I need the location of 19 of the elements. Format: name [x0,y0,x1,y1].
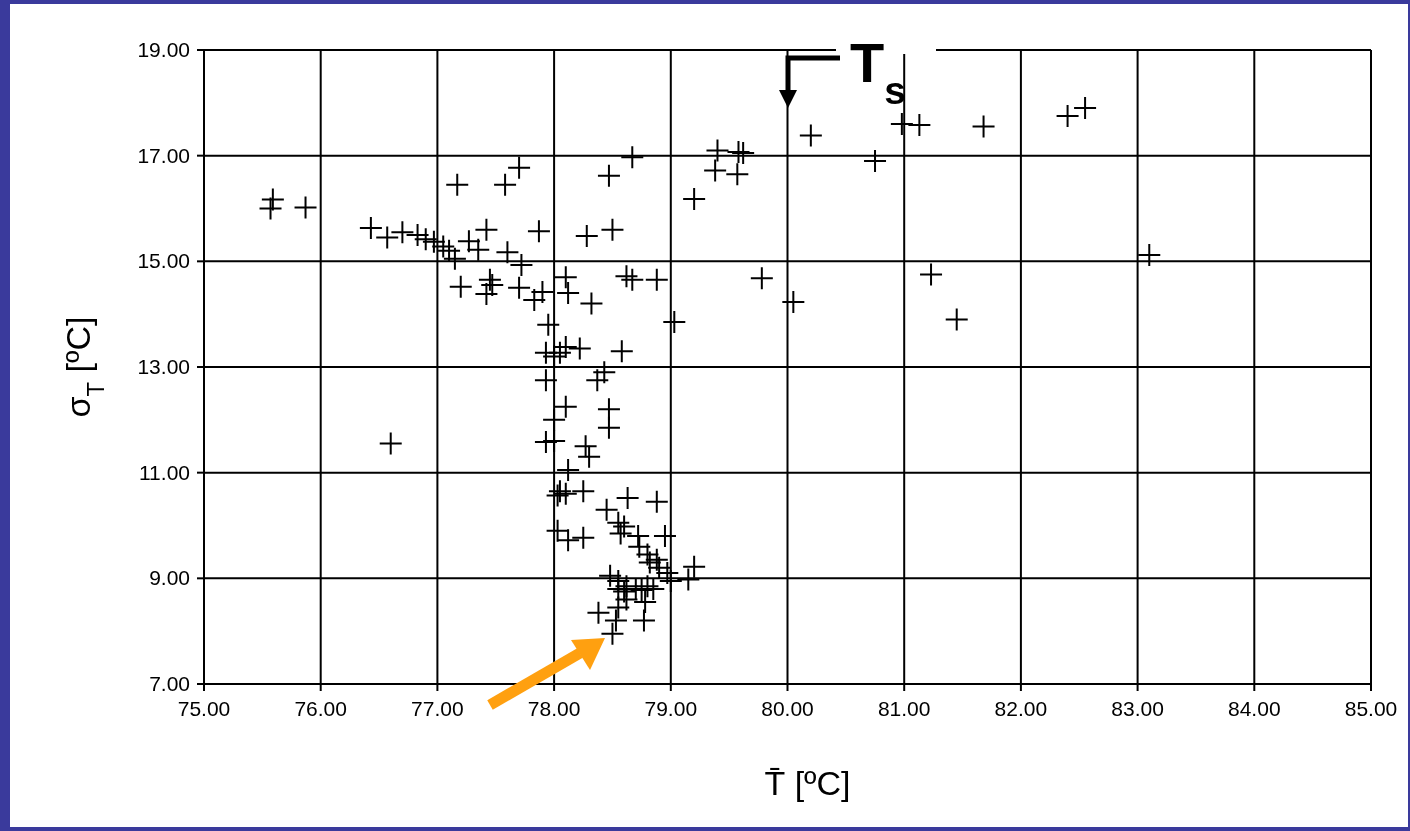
x-tick-label: 79.00 [644,697,698,720]
x-axis-title: T̄ [ºC] [764,764,851,802]
y-tick-label: 7.00 [149,672,190,695]
y-tick-label: 13.00 [137,355,190,378]
x-tick-label: 81.00 [877,697,931,720]
y-tick-label: 17.00 [137,143,190,167]
x-tick-label: 78.00 [527,697,581,720]
x-tick-label: 83.00 [1111,697,1164,720]
y-tick-label: 9.00 [149,566,190,590]
x-tick-label: 80.00 [761,697,814,720]
x-tick-label: 84.00 [1228,697,1281,720]
y-tick-label: 19.00 [137,38,190,61]
x-tick-label: 85.00 [1344,697,1398,720]
x-tick-label: 77.00 [411,697,464,720]
x-tick-label: 82.00 [994,697,1048,720]
x-tick-label: 75.00 [177,697,231,720]
y-tick-label: 15.00 [137,249,190,273]
x-tick-label: 76.00 [294,697,347,720]
y-tick-label: 11.00 [139,460,190,484]
